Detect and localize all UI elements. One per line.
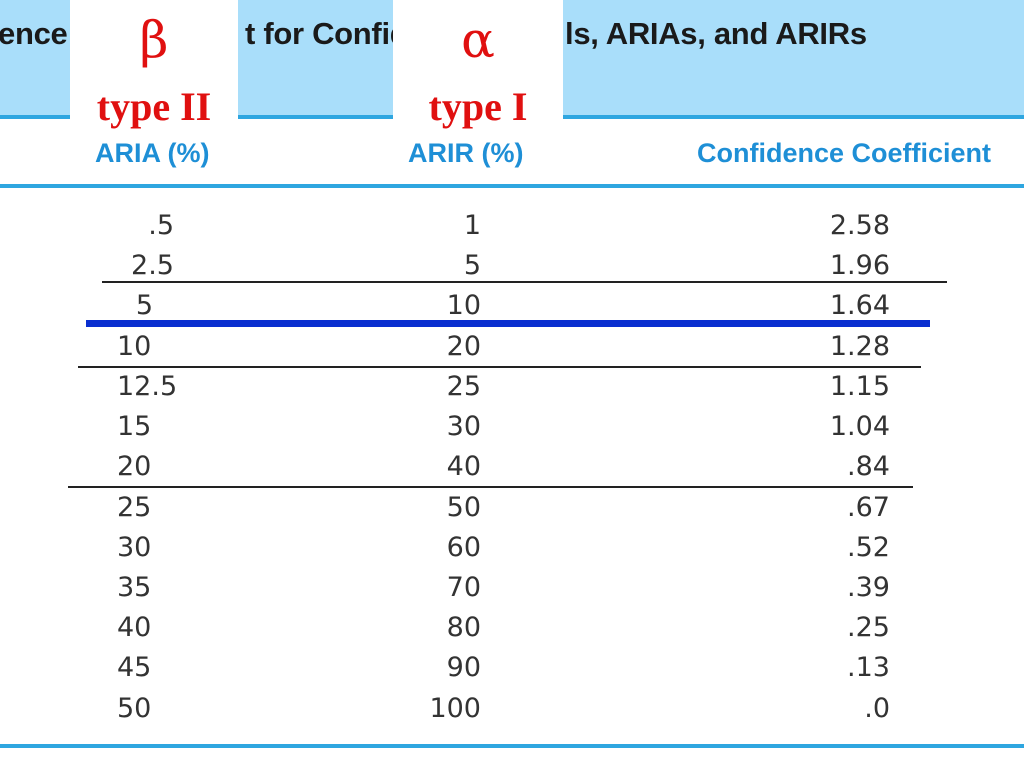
table-title-fragment-end: ls, ARIAs, and ARIRs	[565, 16, 867, 51]
table-row: 2.5 5 1.96	[0, 246, 1024, 286]
table-title-fragment-middle: t for Confid	[245, 16, 409, 51]
aria-cell: 35	[117, 572, 152, 603]
beta-annotation: β type II	[70, 0, 238, 129]
arir-cell: 1	[463, 210, 481, 241]
confidence-cell: 1.64	[829, 290, 890, 321]
arir-cell: 80	[446, 612, 481, 643]
bottom-rule	[0, 744, 1024, 748]
table-row: 45 90 .13	[0, 648, 1024, 688]
table-row: 5 10 1.64	[0, 286, 1024, 326]
arir-cell: 10	[446, 290, 481, 321]
type-i-label: type I	[428, 84, 528, 129]
column-header-arir: ARIR (%)	[408, 138, 524, 168]
annotation-underline	[68, 486, 913, 488]
alpha-symbol: α	[461, 11, 495, 69]
aria-cell: 12.5	[117, 371, 178, 402]
table-row: 35 70 .39	[0, 568, 1024, 608]
arir-cell: 90	[446, 652, 481, 683]
type-ii-label: type II	[96, 84, 212, 129]
annotation-underline	[78, 366, 921, 368]
aria-cell: 20	[117, 451, 152, 482]
aria-cell: 25	[117, 492, 152, 523]
arir-cell: 60	[446, 532, 481, 563]
arir-cell: 25	[446, 371, 481, 402]
table-row: 15 30 1.04	[0, 407, 1024, 447]
beta-symbol: β	[139, 11, 169, 69]
aria-cell: 15	[117, 411, 152, 442]
alpha-annotation: α type I	[393, 0, 563, 129]
arir-cell: 40	[446, 451, 481, 482]
table-row: 50 100 .0	[0, 689, 1024, 729]
table-row: .5 1 2.58	[0, 206, 1024, 246]
confidence-cell: .0	[864, 693, 890, 724]
confidence-cell: .13	[847, 652, 890, 683]
confidence-cell: 1.96	[829, 250, 890, 281]
aria-cell: 10	[117, 331, 152, 362]
confidence-cell: .25	[847, 612, 890, 643]
arir-cell: 30	[446, 411, 481, 442]
arir-cell: 20	[446, 331, 481, 362]
aria-cell: 2.5	[131, 250, 174, 281]
confidence-cell: .84	[847, 451, 890, 482]
aria-cell: 30	[117, 532, 152, 563]
confidence-cell: 2.58	[829, 210, 890, 241]
confidence-cell: 1.15	[829, 371, 890, 402]
table-row: 40 80 .25	[0, 608, 1024, 648]
table-row: 12.5 25 1.15	[0, 367, 1024, 407]
aria-cell: .5	[148, 210, 174, 241]
arir-cell: 50	[446, 492, 481, 523]
confidence-cell: 1.28	[829, 331, 890, 362]
table-row: 30 60 .52	[0, 528, 1024, 568]
annotation-underline	[102, 281, 947, 283]
confidence-cell: 1.04	[829, 411, 890, 442]
column-header-confidence: Confidence Coefficient	[697, 138, 992, 168]
aria-cell: 45	[117, 652, 152, 683]
confidence-cell: .52	[847, 532, 890, 563]
table-title-fragment-start: ence	[0, 16, 68, 51]
arir-cell: 5	[463, 250, 481, 281]
column-header-aria: ARIA (%)	[95, 138, 210, 168]
header-rule	[0, 184, 1024, 188]
confidence-cell: .67	[847, 492, 890, 523]
highlight-bar	[86, 320, 930, 327]
confidence-cell: .39	[847, 572, 890, 603]
arir-cell: 100	[429, 693, 481, 724]
aria-cell: 40	[117, 612, 152, 643]
table-row: 25 50 .67	[0, 488, 1024, 528]
table-row: 10 20 1.28	[0, 327, 1024, 367]
aria-cell: 50	[117, 693, 152, 724]
aria-cell: 5	[135, 290, 153, 321]
arir-cell: 70	[446, 572, 481, 603]
table-row: 20 40 .84	[0, 447, 1024, 487]
